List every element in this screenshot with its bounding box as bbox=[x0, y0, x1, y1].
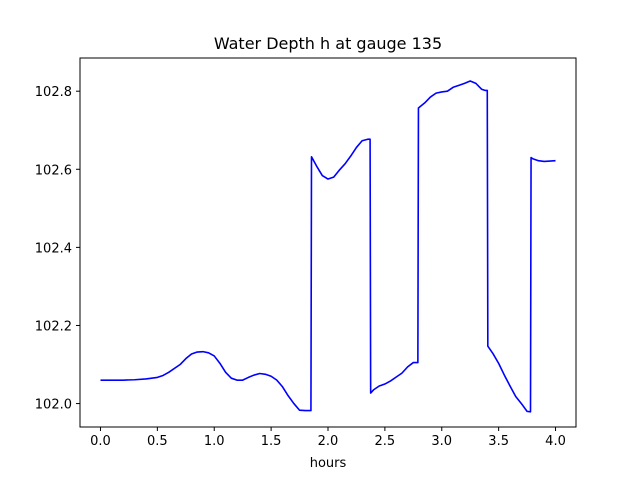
chart-title: Water Depth h at gauge 135 bbox=[214, 34, 442, 53]
x-axis: 0.0 0.5 1.0 1.5 2.0 2.5 3.0 3.5 4.0 bbox=[90, 427, 566, 449]
plot-area bbox=[79, 57, 577, 428]
x-tick-label: 1.5 bbox=[261, 434, 282, 449]
plot-frame bbox=[79, 57, 577, 428]
x-tick-label: 0.5 bbox=[147, 434, 168, 449]
x-tick-label: 2.5 bbox=[375, 434, 396, 449]
y-tick-label: 102.0 bbox=[35, 398, 72, 413]
x-axis-label: hours bbox=[310, 456, 347, 471]
series-line bbox=[100, 80, 556, 413]
y-tick-label: 102.4 bbox=[35, 241, 72, 256]
x-tick-label: 3.0 bbox=[431, 434, 452, 449]
x-tick-label: 1.0 bbox=[204, 434, 225, 449]
x-tick-label: 0.0 bbox=[90, 434, 111, 449]
x-tick-label: 4.0 bbox=[545, 434, 566, 449]
y-tick-label: 102.8 bbox=[35, 85, 72, 100]
y-tick-label: 102.2 bbox=[35, 319, 72, 334]
y-tick-label: 102.6 bbox=[35, 163, 72, 178]
y-axis: 102.0 102.2 102.4 102.6 102.8 bbox=[35, 85, 80, 413]
x-tick-label: 3.5 bbox=[488, 434, 509, 449]
x-tick-label: 2.0 bbox=[318, 434, 339, 449]
